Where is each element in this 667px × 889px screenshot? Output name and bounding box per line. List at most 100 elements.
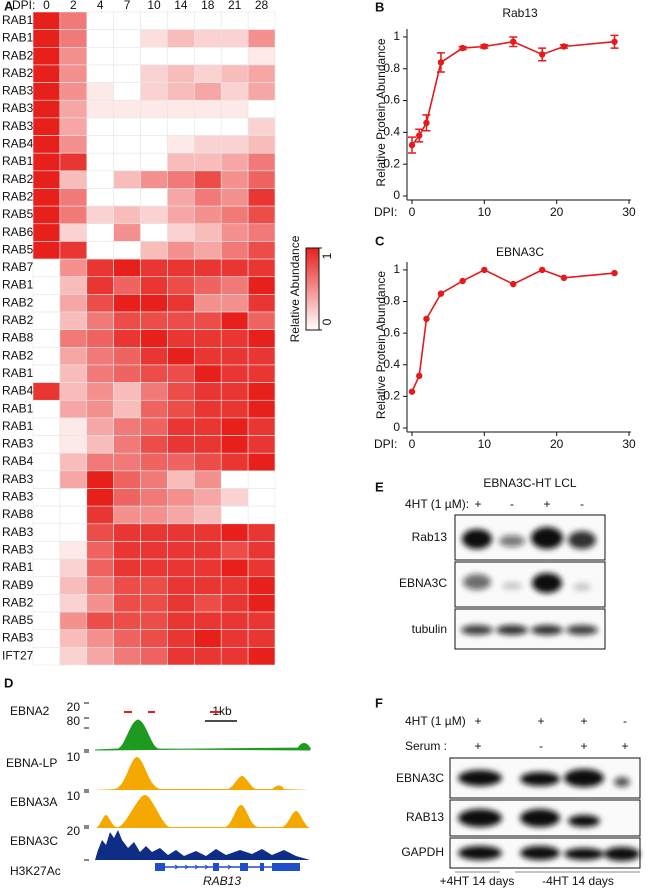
lane-sign: + [580, 714, 587, 728]
heatmap-cell [194, 505, 222, 525]
x-axis-label: DPI: [374, 437, 397, 451]
heatmap-cell [113, 205, 141, 225]
heatmap-cell [247, 117, 276, 136]
heatmap-cell [113, 576, 141, 595]
heatmap-cell [140, 541, 168, 560]
blot-title: EBNA3C-HT LCL [483, 476, 576, 490]
heatmap-cell [247, 594, 276, 613]
data-point [560, 43, 568, 50]
heatmap-cell [194, 576, 222, 595]
y-tick-label: 0.8 [383, 294, 400, 308]
heatmap-cell [140, 505, 168, 525]
heatmap-cell [220, 488, 249, 507]
heatmap-cell [220, 435, 249, 454]
heatmap-cell [113, 488, 141, 507]
heatmap-cell [32, 629, 61, 648]
heatmap-cell [86, 382, 114, 401]
y-tick-label: RAB18 [2, 366, 40, 380]
heatmap-cell [140, 594, 168, 613]
heatmap-cell [167, 329, 195, 348]
y-tick-label: RAB35 [2, 437, 40, 451]
lane-sign: + [580, 739, 587, 753]
heatmap-cell [32, 329, 61, 348]
track-label: EBNA3C [10, 834, 58, 848]
heatmap-cell [140, 135, 168, 154]
heatmap-cell [32, 294, 61, 313]
heatmap-cell [32, 470, 61, 489]
heatmap-cell [140, 29, 168, 48]
heatmap-cell [32, 347, 61, 366]
y-tick-label: RAB10 [2, 278, 40, 292]
heatmap-cell [247, 382, 276, 401]
y-tick-label: 1 [393, 29, 400, 43]
heatmap-cell [247, 188, 276, 207]
heatmap-cell [32, 488, 61, 507]
heatmap-cell [167, 152, 195, 172]
heatmap-cell [86, 505, 114, 525]
heatmap-cell [194, 629, 222, 648]
heatmap-cell [59, 541, 88, 560]
heatmap-cell [113, 311, 141, 330]
heatmap-cell [59, 488, 88, 507]
x-tick-label: 28 [255, 0, 269, 12]
heatmap-cell [194, 364, 222, 383]
heatmap-cell [194, 29, 222, 48]
heatmap-cell [140, 470, 168, 489]
heatmap-cell [194, 117, 222, 136]
y-tick-label: RAB2A [2, 66, 41, 80]
heatmap-cell [59, 452, 88, 472]
heatmap-cell [167, 46, 195, 66]
heatmap-cell [32, 223, 61, 242]
track-scale: 20 [67, 700, 81, 714]
heatmap-cell [113, 417, 141, 436]
heatmap-cell [220, 399, 249, 419]
heatmap-cell [140, 64, 168, 83]
heatmap-cell [59, 152, 88, 172]
y-tick-label: 0.4 [383, 125, 400, 139]
heatmap-cell [140, 417, 168, 436]
y-tick-label: RAB5A [2, 613, 41, 627]
heatmap-cell [167, 241, 195, 260]
heatmap-cell [194, 611, 222, 631]
heatmap-cell [220, 647, 249, 666]
panel-label: B [375, 0, 384, 14]
heatmap-cell [220, 558, 249, 578]
series-line [411, 40, 615, 146]
heatmap-cell [247, 647, 276, 666]
heatmap-cell [59, 399, 88, 419]
ebna-lp-track [94, 719, 311, 751]
heatmap-cell [32, 241, 61, 260]
panel-label: D [4, 675, 13, 690]
heatmap-cell [86, 576, 114, 595]
blot-label: GAPDH [401, 845, 444, 859]
heatmap-cell [113, 170, 141, 189]
data-point [416, 372, 423, 380]
data-point [437, 59, 445, 66]
heatmap-cell [113, 223, 141, 242]
heatmap-cell [167, 488, 195, 507]
heatmap-cell [167, 294, 195, 313]
heatmap-cell [194, 523, 222, 542]
heatmap-cell [113, 135, 141, 154]
colorbar-tick-label: 1 [320, 252, 334, 259]
heatmap-cell [220, 223, 249, 242]
scale-bar-label: 1kb [212, 704, 232, 718]
heatmap-cell [247, 11, 276, 30]
heatmap-cell [220, 594, 249, 613]
heatmap-cell [32, 46, 61, 66]
heatmap-cell [86, 152, 114, 172]
heatmap-cell [113, 82, 141, 101]
treatment-label: 4HT (1 µM): [405, 497, 469, 511]
heatmap-cell [140, 364, 168, 383]
heatmap-cell [59, 188, 88, 207]
heatmap-cell [220, 135, 249, 154]
heatmap-cell [140, 452, 168, 472]
y-tick-label: RAB2B [2, 189, 41, 203]
heatmap-cell [220, 452, 249, 472]
heatmap-cell [59, 470, 88, 489]
heatmap-cell [59, 135, 88, 154]
heatmap-cell [194, 135, 222, 154]
heatmap-cell [247, 452, 276, 472]
heatmap-cell [140, 223, 168, 242]
